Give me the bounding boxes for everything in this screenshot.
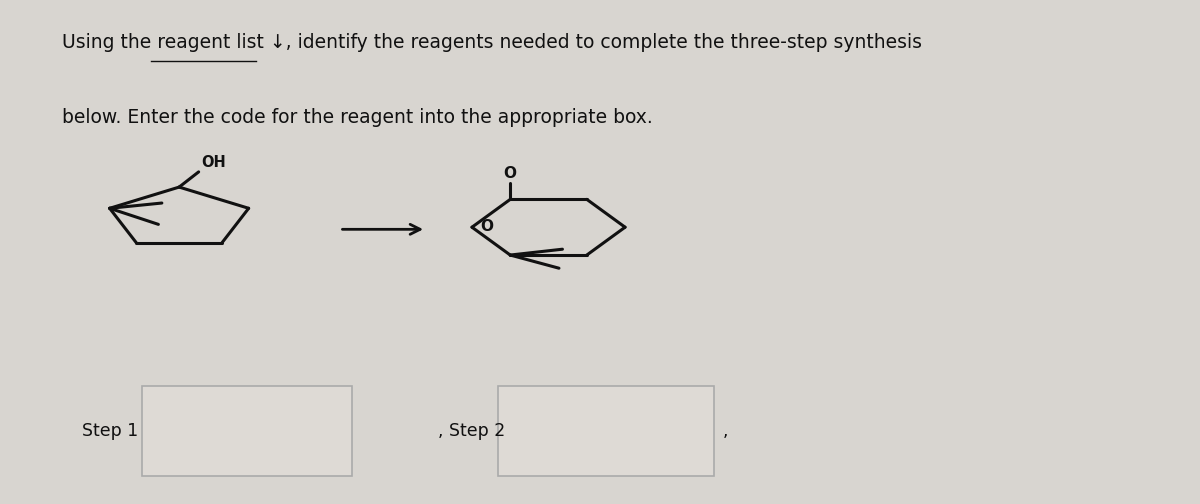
- Bar: [498, 386, 714, 476]
- Text: O: O: [504, 166, 517, 181]
- Text: ,: ,: [722, 422, 728, 440]
- Bar: [142, 386, 352, 476]
- Text: , Step 2: , Step 2: [438, 422, 505, 440]
- Text: O: O: [480, 219, 493, 234]
- Text: Using the reagent list ↓, identify the reagents needed to complete the three-ste: Using the reagent list ↓, identify the r…: [62, 33, 923, 52]
- Text: Step 1: Step 1: [82, 422, 138, 440]
- Text: OH: OH: [202, 155, 226, 170]
- Text: below. Enter the code for the reagent into the appropriate box.: below. Enter the code for the reagent in…: [62, 108, 653, 128]
